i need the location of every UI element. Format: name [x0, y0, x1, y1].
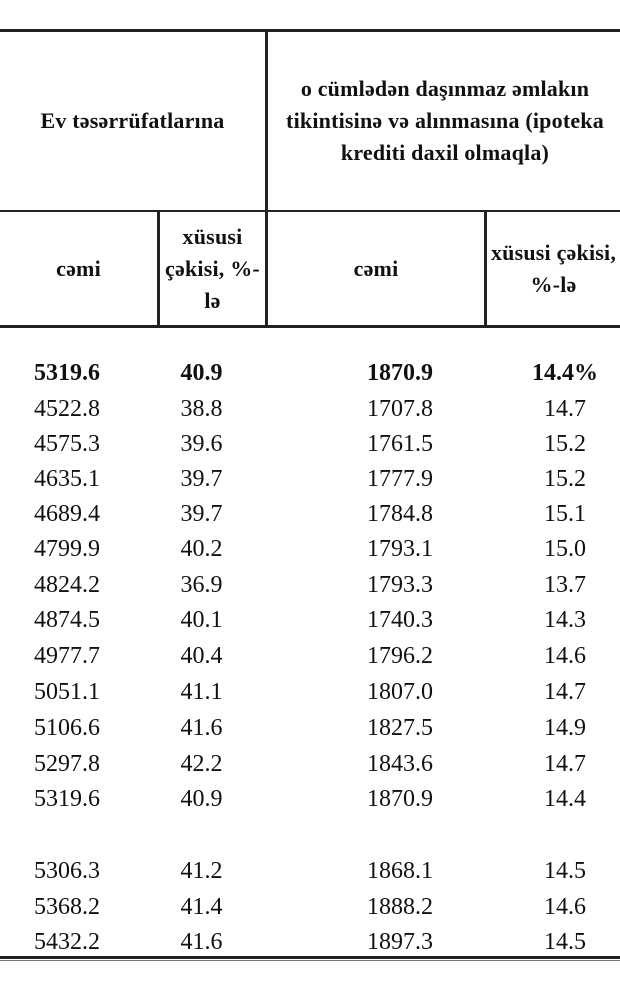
table-cell: 41.1	[180, 679, 223, 705]
table-cell: 39.6	[180, 431, 223, 457]
table-row: 4824.2 36.9 1793.3 13.7	[0, 568, 620, 602]
table-row: 5319.6 40.9 1870.9 14.4%	[0, 356, 620, 390]
table-cell: 5432.2	[34, 929, 100, 955]
table-cell: 14.3	[544, 607, 586, 633]
table-cell: 1777.9	[367, 466, 433, 492]
table-row: 5319.6 40.9 1870.9 14.4	[0, 782, 620, 816]
table-cell: 14.6	[544, 643, 586, 669]
table-cell: 1707.8	[367, 396, 433, 422]
header-col-share-2: xüsusi çəkisi, %-lə	[490, 239, 617, 297]
table-row: 4799.9 40.2 1793.1 15.0	[0, 532, 620, 566]
table-cell: 38.8	[180, 396, 223, 422]
table-cell: 41.6	[180, 715, 223, 741]
table-cell: 40.9	[180, 786, 223, 812]
table-cell: 15.2	[544, 431, 586, 457]
header-col-total-2: cəmi	[353, 255, 399, 281]
header-col-total-1: cəmi	[56, 255, 101, 281]
table-cell: 4689.4	[34, 501, 100, 527]
table-cell: 1784.8	[367, 501, 433, 527]
table-cell: 39.7	[180, 501, 223, 527]
table-cell: 1868.1	[367, 858, 433, 884]
table-bottom-border-thin	[0, 960, 620, 961]
table-cell: 1793.1	[367, 536, 433, 562]
table-cell: 14.7	[544, 751, 586, 777]
table-cell: 5306.3	[34, 858, 100, 884]
table-cell: 1793.3	[367, 572, 433, 598]
column-divider	[265, 31, 268, 327]
table-cell: 36.9	[180, 572, 223, 598]
table-cell: 39.7	[180, 466, 223, 492]
table-row: 4689.4 39.7 1784.8 15.1	[0, 497, 620, 531]
column-divider	[484, 211, 487, 327]
table-cell: 4635.1	[34, 466, 100, 492]
table-cell: 5106.6	[34, 715, 100, 741]
table-cell: 41.4	[180, 894, 223, 920]
table-cell: 5319.6	[34, 786, 100, 812]
table-cell: 1870.9	[367, 786, 433, 812]
table-cell: 1843.6	[367, 751, 433, 777]
table-row: 4635.1 39.7 1777.9 15.2	[0, 462, 620, 496]
table-cell: 14.4%	[532, 360, 598, 386]
table-cell: 5368.2	[34, 894, 100, 920]
table-cell: 1888.2	[367, 894, 433, 920]
table-cell: 1897.3	[367, 929, 433, 955]
table-cell: 1807.0	[367, 679, 433, 705]
table-row: 4977.7 40.4 1796.2 14.6	[0, 639, 620, 673]
table-cell: 13.7	[544, 572, 586, 598]
table-cell: 14.7	[544, 396, 586, 422]
table-cell: 5051.1	[34, 679, 100, 705]
table-cell: 41.6	[180, 929, 223, 955]
table-cell: 4977.7	[34, 643, 100, 669]
table-cell: 14.4	[544, 786, 586, 812]
table-cell: 4522.8	[34, 396, 100, 422]
table-row: 5051.1 41.1 1807.0 14.7	[0, 675, 620, 709]
table-cell: 15.1	[544, 501, 586, 527]
table-row: 5368.2 41.4 1888.2 14.6	[0, 890, 620, 924]
table-cell: 40.4	[180, 643, 223, 669]
table-cell: 14.7	[544, 679, 586, 705]
table-cell: 5319.6	[34, 360, 100, 386]
table-cell: 1761.5	[367, 431, 433, 457]
table-cell: 4874.5	[34, 607, 100, 633]
header-group-real-estate: o cümlədən daşınmaz əmlakın tikintisinə …	[286, 76, 604, 165]
table-cell: 41.2	[180, 858, 223, 884]
table-cell: 5297.8	[34, 751, 100, 777]
table-cell: 1870.9	[367, 360, 433, 386]
table-cell: 1796.2	[367, 643, 433, 669]
table-cell: 40.1	[180, 607, 223, 633]
table-cell: 14.5	[544, 929, 586, 955]
header-col-share-1: xüsusi çəkisi, %-lə	[165, 223, 260, 313]
table-cell: 14.6	[544, 894, 586, 920]
table-row: 5432.2 41.6 1897.3 14.5	[0, 925, 620, 959]
table-cell: 15.2	[544, 466, 586, 492]
table-cell: 42.2	[180, 751, 223, 777]
table-row: 4522.8 38.8 1707.8 14.7	[0, 392, 620, 426]
table-bottom-border	[0, 956, 620, 959]
table-row: 4575.3 39.6 1761.5 15.2	[0, 427, 620, 461]
table-cell: 40.9	[180, 360, 223, 386]
header-group-households: Ev təsərrüfatlarına	[40, 108, 225, 133]
table-row: 4874.5 40.1 1740.3 14.3	[0, 603, 620, 637]
table-cell: 1827.5	[367, 715, 433, 741]
table-cell: 4575.3	[34, 431, 100, 457]
table-cell: 4824.2	[34, 572, 100, 598]
table-row: 5106.6 41.6 1827.5 14.9	[0, 711, 620, 745]
table-cell: 1740.3	[367, 607, 433, 633]
table-row: 5306.3 41.2 1868.1 14.5	[0, 854, 620, 888]
table-cell: 14.9	[544, 715, 586, 741]
header-bottom-border	[0, 325, 620, 328]
table-cell: 15.0	[544, 536, 586, 562]
column-divider	[157, 211, 160, 327]
table-cell: 14.5	[544, 858, 586, 884]
table-cell: 4799.9	[34, 536, 100, 562]
table-cell: 40.2	[180, 536, 223, 562]
header-divider	[0, 210, 620, 212]
table-top-border	[0, 29, 620, 32]
table-row: 5297.8 42.2 1843.6 14.7	[0, 747, 620, 781]
